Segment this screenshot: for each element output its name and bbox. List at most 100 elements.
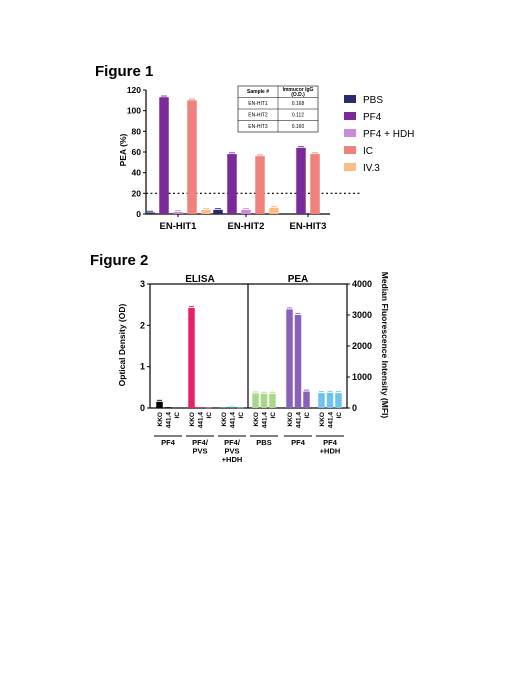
table-cell: 0.112 [292, 113, 304, 119]
bar-label: KKO [319, 412, 326, 426]
bar-group2-1 [228, 406, 236, 408]
figure2-axes: 0 1 2 3 0 1000 2000 3000 4000 [140, 279, 372, 413]
bar-ic-en-hit1 [187, 100, 197, 214]
bar-group4-2 [303, 391, 310, 408]
group-label: PF4 [291, 438, 306, 447]
bar-label: IC [206, 412, 213, 419]
y-tick-label: 0 [136, 209, 141, 219]
legend-swatch [344, 95, 356, 103]
bar-ic-en-hit2 [255, 156, 265, 214]
bar-label: 441.4 [262, 412, 269, 429]
bar-label: KKO [157, 412, 164, 426]
bar-ic-en-hit3 [310, 154, 320, 214]
table-cell: EN-HIT1 [248, 101, 268, 107]
group-label: PF4 [323, 438, 338, 447]
bar-group0-2 [173, 407, 180, 409]
bar-group2-2 [237, 407, 244, 409]
bar-label: 441.4 [296, 412, 303, 429]
bar-pf4-en-hit2 [227, 154, 237, 214]
bar-pf4-en-hit3 [296, 147, 306, 214]
figure2-title: Figure 2 [90, 252, 148, 269]
figure2-right-panel-title: PEA [288, 274, 309, 285]
y-tick-label: 60 [132, 147, 142, 157]
group-label: PVS [192, 447, 207, 456]
table-cell: EN-HIT2 [248, 113, 268, 119]
y-tick-label-left: 2 [140, 320, 145, 330]
figure1-bars [145, 95, 320, 214]
bar-group5-1 [326, 392, 334, 408]
bar-group5-2 [335, 393, 342, 408]
bar-label: 441.4 [166, 412, 173, 429]
bar-group3-2 [269, 393, 276, 408]
figure1-title: Figure 1 [95, 63, 153, 80]
y-tick-label: 40 [132, 168, 142, 178]
y-tick-label-right: 3000 [352, 310, 372, 320]
y-tick-label: 100 [127, 106, 141, 116]
category-label: EN-HIT3 [290, 221, 327, 232]
group-label: PBS [256, 438, 271, 447]
bar-label: IC [270, 412, 277, 419]
bar-label: KKO [253, 412, 260, 426]
figure1-table: Sample # Immucor IgG (O.D.) EN-HIT1 0.168 EN-… [237, 85, 319, 133]
legend-label: IV.3 [363, 163, 380, 174]
bar-label: 441.4 [198, 412, 205, 429]
y-tick-label-left: 0 [140, 403, 145, 413]
group-label: PVS [224, 447, 239, 456]
bar-label: IC [304, 412, 311, 419]
y-tick-label-left: 1 [140, 362, 145, 372]
y-tick-label-right: 0 [352, 403, 357, 413]
legend-label: PF4 [363, 112, 382, 123]
bar-label: IC [174, 412, 181, 419]
bar-iv-3-en-hit1 [201, 209, 211, 214]
legend-swatch [344, 146, 356, 154]
group-label: PF4 [161, 438, 176, 447]
bar-pbs-en-hit1 [145, 212, 155, 214]
group-label: PF4/ [192, 438, 209, 447]
table-cell: 0.168 [292, 101, 305, 107]
y-tick-label-right: 2000 [352, 341, 372, 351]
bar-label: IC [336, 412, 343, 419]
y-tick-label: 120 [127, 85, 141, 95]
bar-group3-1 [260, 393, 268, 408]
y-tick-label: 80 [132, 126, 142, 136]
figure1-ylabel: PEA (%) [118, 133, 128, 166]
bar-group1-2 [205, 407, 212, 409]
bar-group4-0 [286, 309, 293, 408]
bar-group1-1 [196, 407, 204, 408]
bar-label: 441.4 [328, 412, 335, 429]
bar-group1-0 [188, 307, 195, 408]
bar-label: IC [238, 412, 245, 419]
bar-group3-0 [252, 393, 259, 408]
y-tick-label-right: 4000 [352, 279, 372, 289]
bar-label: KKO [189, 412, 196, 426]
y-tick-label-right: 1000 [352, 372, 372, 382]
bar-group2-0 [220, 407, 227, 408]
legend-label: IC [363, 146, 373, 157]
group-label: +HDH [222, 455, 243, 464]
legend-swatch [344, 163, 356, 171]
table-header: Immucor IgG (O.D.) [283, 87, 314, 98]
figure2-bars [156, 306, 342, 409]
bar-pf4-hdh-en-hit1 [173, 211, 183, 214]
table-header: Sample # [247, 89, 269, 95]
bar-pbs-en-hit2 [213, 209, 223, 214]
figure2-ylabel-left: Optical Density (OD) [117, 304, 127, 387]
category-label: EN-HIT1 [160, 221, 198, 232]
bar-label: KKO [221, 412, 228, 426]
figure2-ylabel-right: Median Fluorescence Intensity (MFI) [380, 272, 390, 419]
group-label: PF4/ [224, 438, 241, 447]
bar-iv-3-en-hit2 [269, 207, 279, 214]
figure1-legend: PBS PF4 PF4 + HDH IC IV.3 [344, 95, 414, 174]
legend-label: PBS [363, 95, 383, 106]
bar-group4-1 [294, 315, 302, 408]
table-cell: 0.160 [292, 124, 305, 130]
table-cell: EN-HIT3 [248, 124, 268, 130]
bar-label: 441.4 [230, 412, 237, 429]
legend-swatch [344, 112, 356, 120]
bar-pf4-hdh-en-hit2 [241, 209, 251, 214]
legend-label: PF4 + HDH [363, 129, 414, 140]
bar-group0-0 [156, 401, 163, 408]
bar-pf4-en-hit1 [159, 97, 169, 214]
